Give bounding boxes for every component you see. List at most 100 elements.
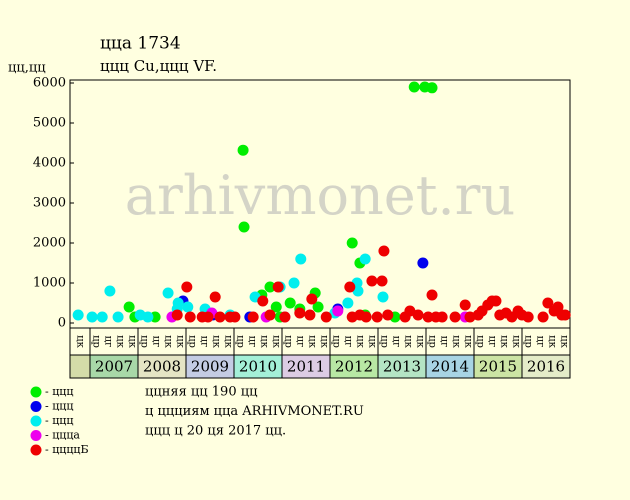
data-point	[123, 301, 135, 313]
period-label: цг	[103, 336, 114, 348]
period-label: цг	[535, 336, 546, 348]
period-label: цр	[91, 335, 102, 348]
period-label: цг	[295, 336, 306, 348]
data-point	[376, 275, 388, 287]
period-label: цк	[499, 335, 510, 348]
legend-marker	[30, 401, 42, 412]
data-point	[426, 82, 438, 94]
period-label: цр	[283, 335, 294, 348]
period-label: цг	[247, 336, 258, 348]
data-point	[172, 297, 184, 309]
chart-title: ццa 1734	[100, 34, 181, 54]
data-point	[295, 253, 307, 265]
data-point	[522, 311, 534, 323]
legend-label: - ццц	[45, 400, 73, 413]
period-label: цг	[391, 336, 402, 348]
period-label: цк	[355, 335, 366, 348]
data-point	[412, 309, 424, 321]
y-tick-label: 5000	[33, 116, 66, 131]
legend-marker	[30, 430, 42, 441]
data-point	[371, 311, 383, 323]
data-point	[304, 309, 316, 321]
period-label: цк	[415, 335, 426, 348]
data-point	[378, 245, 390, 257]
data-point	[332, 305, 344, 317]
data-point	[96, 311, 108, 323]
data-point	[288, 277, 300, 289]
data-point	[436, 311, 448, 323]
data-point	[202, 311, 214, 323]
legend-marker	[30, 386, 42, 398]
period-label: цг	[199, 336, 210, 348]
data-point	[181, 281, 193, 293]
year-label: 2014	[431, 358, 469, 376]
note: ццняя цц 190 цц	[145, 385, 257, 400]
y-tick-label: 3000	[33, 196, 66, 211]
data-point	[559, 309, 571, 321]
data-point	[229, 311, 241, 323]
y-axis-label: цц,цц	[8, 61, 46, 76]
data-point	[312, 301, 324, 313]
year-label: 2011	[287, 358, 325, 376]
period-label: цр	[523, 335, 534, 348]
data-point	[382, 309, 394, 321]
data-point	[272, 281, 284, 293]
year-label: 2010	[239, 358, 277, 376]
data-point	[404, 305, 416, 317]
data-point	[537, 311, 549, 323]
data-point	[294, 307, 306, 319]
data-point	[352, 285, 364, 297]
plot-frame	[69, 79, 571, 379]
period-label: цк	[127, 335, 138, 348]
y-tick-label: 2000	[33, 236, 66, 251]
period-label: цк	[463, 335, 474, 348]
note: ц ццциям цца ARHIVMONET.RU	[145, 404, 364, 419]
data-point	[422, 311, 434, 323]
period-label: цк	[175, 335, 186, 348]
period-label: цк	[271, 335, 282, 348]
data-point	[72, 309, 84, 321]
period-label: цк	[75, 335, 86, 348]
data-point	[344, 281, 356, 293]
data-point	[306, 293, 318, 305]
data-point	[459, 299, 471, 311]
legend-marker	[30, 415, 42, 427]
period-label: цр	[235, 335, 246, 348]
data-point	[171, 309, 183, 321]
data-point	[366, 275, 378, 287]
data-point	[449, 311, 461, 323]
chart-subtitle: ццц Cu,ццц VF.	[100, 57, 217, 75]
period-label: цр	[427, 335, 438, 348]
y-tick-label: 1000	[33, 276, 66, 291]
period-label: цк	[259, 335, 270, 348]
data-point	[346, 237, 358, 249]
period-label: цр	[187, 335, 198, 348]
y-tick-label: 0	[58, 316, 66, 331]
period-label: цг	[151, 336, 162, 348]
period-label: цг	[439, 336, 450, 348]
data-point	[104, 285, 116, 297]
period-label: цк	[115, 335, 126, 348]
data-point	[184, 311, 196, 323]
note: ццц ц 20 ця 2017 цц.	[145, 424, 286, 439]
period-label: цк	[163, 335, 174, 348]
data-point	[142, 311, 154, 323]
period-label: цр	[475, 335, 486, 348]
data-point	[417, 257, 429, 269]
data-point	[214, 311, 226, 323]
legend-label: - ццц	[45, 414, 73, 427]
y-tick-label: 4000	[33, 156, 66, 171]
data-point	[284, 297, 296, 309]
year-label: 2009	[191, 358, 229, 376]
data-point	[426, 289, 438, 301]
year-cell	[521, 354, 571, 379]
year-label: 2008	[143, 358, 181, 376]
data-point	[490, 295, 502, 307]
data-point	[86, 311, 98, 323]
period-label: цк	[451, 335, 462, 348]
data-point	[257, 295, 269, 307]
data-point	[264, 309, 276, 321]
year-label: 2016	[527, 358, 565, 376]
period-label: цк	[559, 335, 570, 348]
